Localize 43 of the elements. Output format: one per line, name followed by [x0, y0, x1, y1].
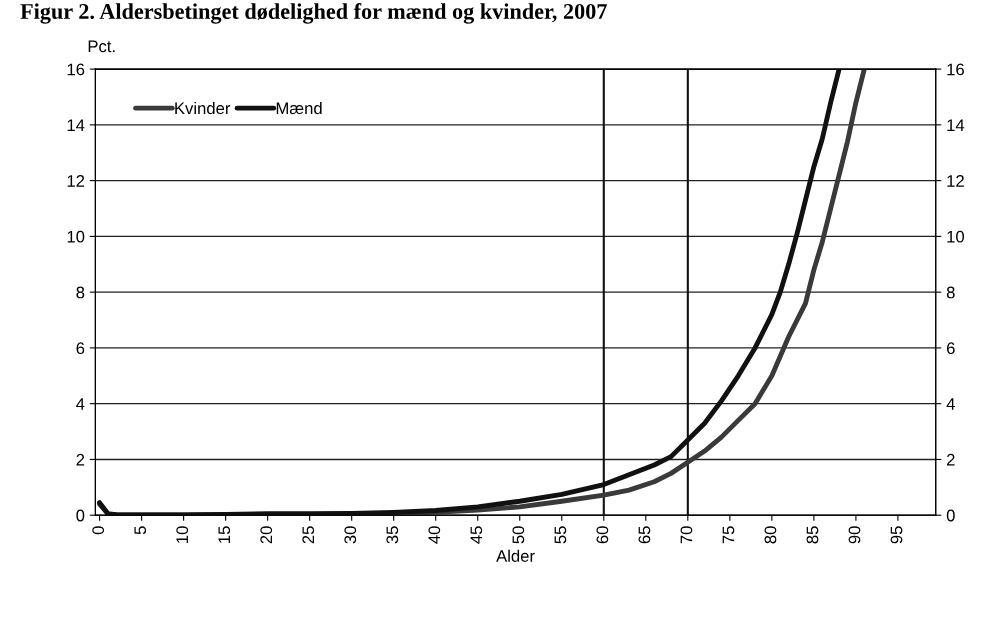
y-tick-label: 4 [76, 398, 85, 410]
y-tick-label: 14 [67, 119, 85, 131]
x-tick-label: 50 [512, 526, 525, 544]
y-tick-label: 0 [76, 509, 85, 522]
x-tick-label: 45 [470, 526, 483, 544]
y2-tick-label: 14 [947, 119, 965, 131]
x-tick-label: 15 [218, 526, 231, 543]
y-tick-label: 16 [67, 63, 85, 76]
x-tick-label: 80 [764, 526, 777, 544]
y2-tick-label: 16 [947, 63, 964, 76]
x-tick-label: 5 [134, 526, 147, 535]
y-tick-label: 6 [76, 342, 85, 355]
y2-tick-label: 8 [946, 286, 955, 299]
x-tick-label: 95 [890, 526, 903, 544]
legend-label: Kvinder [175, 101, 231, 115]
x-tick-label: 30 [344, 526, 357, 544]
y-tick-label: 2 [76, 453, 85, 466]
x-tick-label: 25 [302, 526, 315, 544]
x-tick-label: 70 [680, 526, 693, 544]
y2-tick-label: 0 [946, 509, 955, 522]
y2-tick-label: 6 [946, 342, 955, 355]
x-tick-label: 90 [848, 526, 861, 544]
chart-title: Figur 2. Aldersbetinget dødelighed for mænd og kvinder, 2007 [20, 3, 607, 24]
y-tick-label: 8 [76, 286, 85, 299]
x-tick-label: 35 [386, 526, 399, 544]
x-tick-label: 55 [554, 526, 567, 544]
y-tick-label: 10 [67, 230, 85, 243]
y2-tick-label: 2 [946, 453, 955, 466]
x-tick-label: 20 [260, 526, 273, 544]
y2-tick-label: 10 [947, 230, 965, 243]
y2-tick-label: 12 [947, 175, 964, 187]
x-tick-label: 65 [638, 526, 651, 544]
x-tick-label: 85 [806, 526, 819, 544]
x-tick-label: 75 [722, 526, 735, 544]
x-tick-label: 40 [428, 526, 441, 544]
y-axis-title: Pct. [88, 40, 115, 53]
x-tick-label: 10 [176, 526, 189, 543]
y2-tick-label: 4 [946, 398, 955, 410]
x-tick-label: 0 [92, 526, 105, 535]
x-tick-label: 60 [596, 526, 609, 544]
legend-label: Mænd [276, 101, 322, 115]
x-axis-title: Alder [496, 549, 535, 562]
y-tick-label: 12 [67, 175, 85, 187]
